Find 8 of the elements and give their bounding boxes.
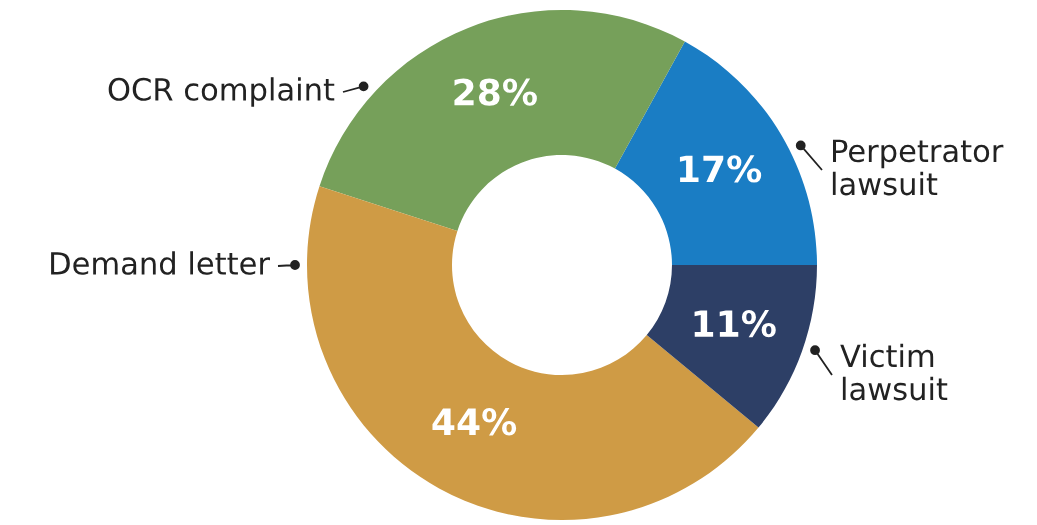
slice-label: Victim lawsuit: [840, 343, 948, 401]
data-label: 44%: [432, 408, 517, 436]
slice-label: Perpetrator lawsuit: [832, 139, 1004, 196]
data-label: 17%: [679, 155, 762, 183]
data-label: 28%: [454, 78, 537, 106]
slice-label: Demand letter: [51, 251, 270, 275]
slice-label: OCR complaint: [108, 77, 335, 107]
data-label: 11%: [694, 309, 776, 338]
